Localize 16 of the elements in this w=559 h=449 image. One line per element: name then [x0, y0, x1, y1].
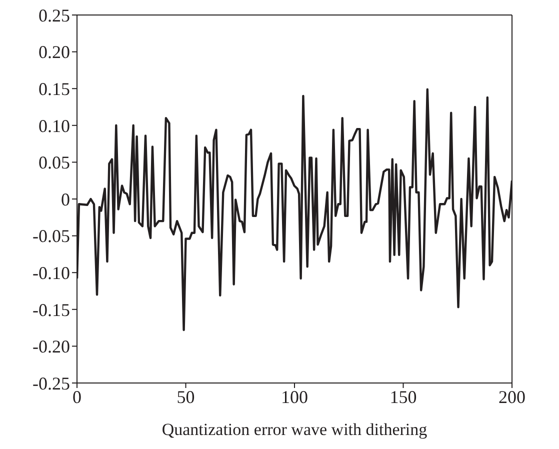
x-tick-label: 200	[498, 386, 526, 407]
y-tick-label: 0.15	[38, 78, 70, 99]
x-tick-label: 50	[176, 386, 195, 407]
x-axis-title: Quantization error wave with dithering	[162, 420, 428, 439]
y-tick-label: 0	[61, 189, 70, 210]
y-tick-label: -0.10	[32, 262, 70, 283]
y-tick-label: 0.10	[38, 116, 70, 136]
y-tick-label: 0.25	[38, 5, 70, 26]
y-tick-label: -0.20	[32, 336, 70, 357]
y-tick-label: 0.20	[38, 42, 70, 62]
y-tick-label: -0.05	[32, 226, 70, 246]
y-tick-label: -0.25	[32, 373, 70, 394]
y-tick-label: -0.15	[32, 300, 70, 320]
y-tick-label: 0.05	[38, 152, 70, 173]
x-tick-label: 150	[390, 386, 417, 407]
x-tick-label: 100	[281, 386, 308, 407]
